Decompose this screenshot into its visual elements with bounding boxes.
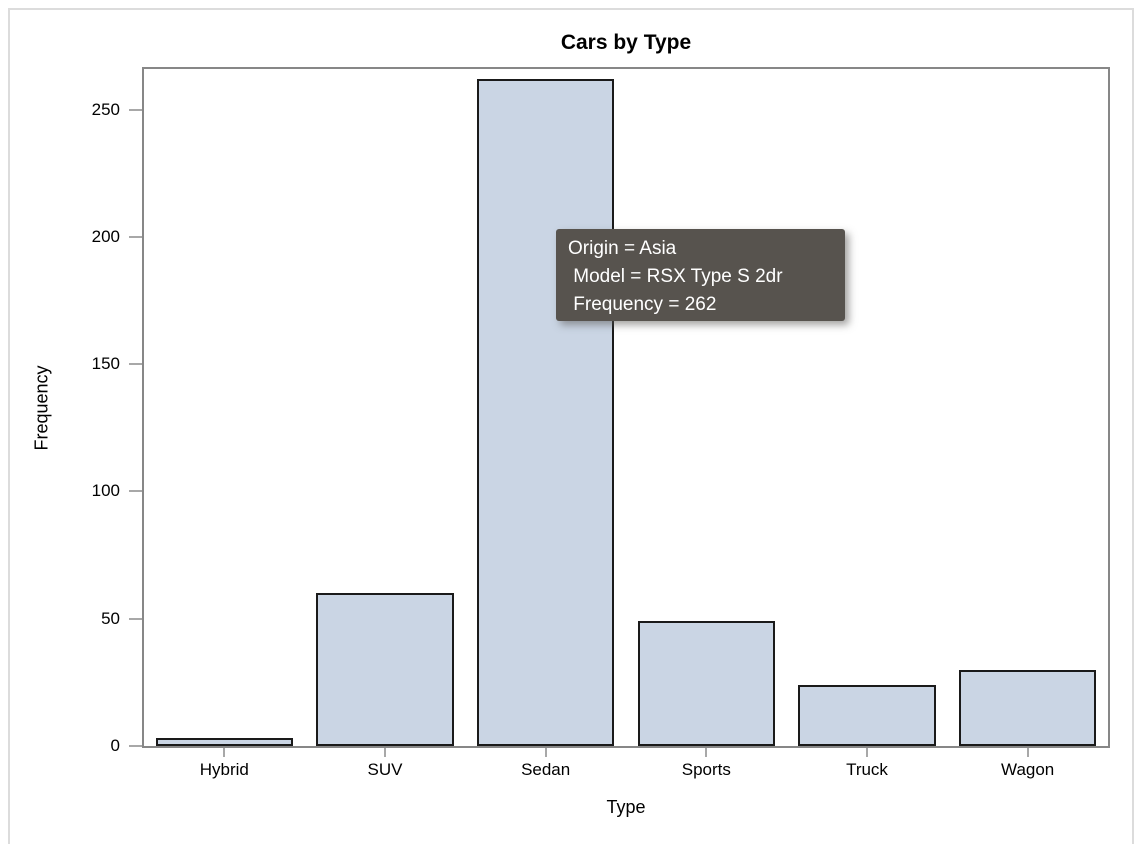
plot-area xyxy=(142,67,1110,748)
y-tick-150 xyxy=(129,363,142,366)
x-tick-suv xyxy=(384,748,386,757)
bar-wagon[interactable] xyxy=(958,669,1097,746)
bar-sports[interactable] xyxy=(637,621,775,746)
y-tick-label-50: 50 xyxy=(101,608,120,628)
bar-sedan[interactable] xyxy=(476,79,615,746)
x-tick-label-wagon: Wagon xyxy=(1001,760,1055,779)
y-tick-label-100: 100 xyxy=(91,481,120,501)
x-tick-sports xyxy=(705,748,708,757)
x-tick-label-suv: SUV xyxy=(367,760,403,779)
y-tick-0 xyxy=(129,745,142,747)
data-tooltip: Origin = Asia Model = RSX Type S 2dr Fre… xyxy=(556,229,845,321)
chart-title: Cars by Type xyxy=(560,31,692,54)
x-axis-title: Type xyxy=(606,797,646,817)
bar-hybrid[interactable] xyxy=(155,738,293,746)
y-tick-label-150: 150 xyxy=(91,354,120,374)
bar-suv[interactable] xyxy=(316,593,454,746)
y-tick-50 xyxy=(129,617,142,620)
y-tick-label-0: 0 xyxy=(110,736,120,755)
y-axis-title: Frequency xyxy=(31,365,52,451)
x-tick-truck xyxy=(866,748,868,757)
tooltip-line-origin: Origin = Asia xyxy=(568,238,677,259)
x-tick-label-sedan: Sedan xyxy=(521,760,571,779)
x-tick-label-truck: Truck xyxy=(846,760,888,779)
y-tick-200 xyxy=(129,235,142,238)
x-tick-label-sports: Sports xyxy=(681,760,731,779)
y-tick-label-250: 250 xyxy=(91,99,120,119)
tooltip-line-model: Model = RSX Type S 2dr xyxy=(568,266,783,287)
tooltip-line-frequency: Frequency = 262 xyxy=(568,294,717,315)
y-tick-label-200: 200 xyxy=(91,226,120,246)
bar-truck[interactable] xyxy=(798,684,936,746)
y-tick-100 xyxy=(129,490,142,493)
x-tick-hybrid xyxy=(223,748,226,757)
x-tick-sedan xyxy=(544,748,547,757)
x-tick-wagon xyxy=(1026,748,1029,757)
y-tick-250 xyxy=(129,108,142,111)
x-tick-label-hybrid: Hybrid xyxy=(199,760,249,779)
